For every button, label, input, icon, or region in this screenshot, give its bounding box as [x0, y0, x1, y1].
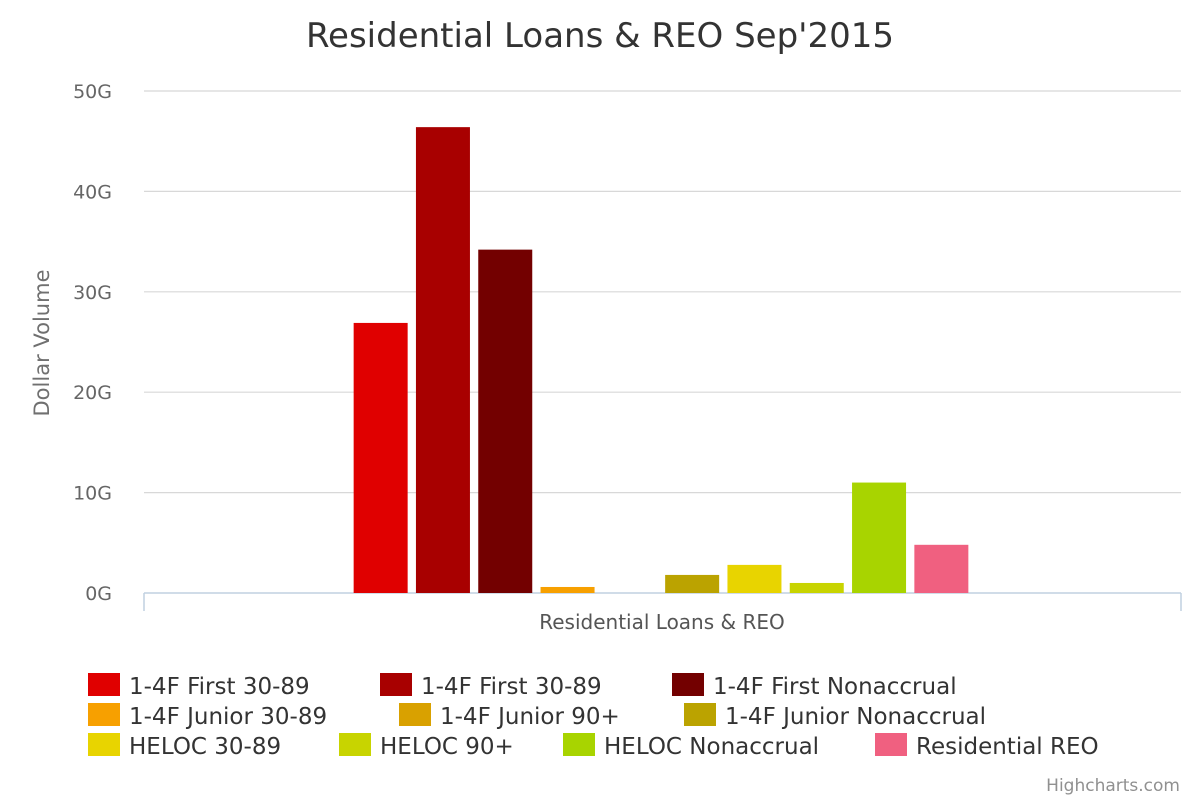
legend-label: 1-4F Junior 90+ — [440, 704, 620, 730]
y-tick-label: 0G — [85, 583, 112, 605]
y-tick-label: 40G — [73, 181, 112, 203]
legend-item[interactable]: HELOC Nonaccrual — [563, 733, 819, 760]
legend-item[interactable]: 1-4F First 30-89 — [88, 673, 310, 700]
legend-item[interactable]: Residential REO — [875, 733, 1099, 760]
legend-swatch — [88, 703, 120, 726]
legend-label: 1-4F Junior Nonaccrual — [725, 704, 986, 730]
bar[interactable] — [415, 127, 470, 594]
legend-swatch — [684, 703, 716, 726]
legend-swatch — [339, 733, 371, 756]
legend-label: HELOC 30-89 — [129, 734, 281, 760]
legend-item[interactable]: HELOC 30-89 — [88, 733, 281, 760]
legend-item[interactable]: 1-4F First 30-89 — [380, 673, 602, 700]
bar[interactable] — [852, 482, 907, 593]
legend: 1-4F First 30-89 1-4F First 30-89 1-4F Fir… — [88, 673, 1099, 760]
y-tick-label: 10G — [73, 483, 112, 505]
y-tick-label: 30G — [73, 282, 112, 304]
legend-item[interactable]: HELOC 90+ — [339, 733, 514, 760]
gridlines — [144, 90, 1181, 494]
legend-label: 1-4F First 30-89 — [421, 674, 602, 700]
legend-item[interactable]: 1-4F Junior 30-89 — [88, 703, 327, 730]
bar[interactable] — [353, 322, 408, 593]
legend-swatch — [88, 733, 120, 756]
credits-link[interactable]: Highcharts.com — [1046, 776, 1180, 796]
legend-item[interactable]: 1-4F Junior Nonaccrual — [684, 703, 986, 730]
bar[interactable] — [540, 586, 595, 593]
legend-swatch — [380, 673, 412, 696]
bar[interactable] — [478, 249, 533, 593]
y-axis-title: Dollar Volume — [30, 270, 54, 417]
legend-label: 1-4F Junior 30-89 — [129, 704, 327, 730]
legend-swatch — [563, 733, 595, 756]
category-label: Residential Loans & REO — [539, 610, 785, 634]
bar[interactable] — [665, 574, 720, 593]
legend-label: 1-4F First Nonaccrual — [713, 674, 957, 700]
bar[interactable] — [727, 564, 782, 593]
chart-title: Residential Loans & REO Sep'2015 — [306, 16, 894, 56]
legend-item[interactable]: 1-4F First Nonaccrual — [672, 673, 957, 700]
bars — [353, 127, 969, 594]
legend-swatch — [399, 703, 431, 726]
y-tick-label: 20G — [73, 382, 112, 404]
bar[interactable] — [914, 544, 969, 593]
legend-swatch — [88, 673, 120, 696]
legend-swatch — [672, 673, 704, 696]
legend-swatch — [875, 733, 907, 756]
legend-item[interactable]: 1-4F Junior 90+ — [399, 703, 620, 730]
legend-label: HELOC Nonaccrual — [604, 734, 819, 760]
bar[interactable] — [789, 582, 844, 593]
legend-label: Residential REO — [916, 734, 1099, 760]
legend-label: HELOC 90+ — [380, 734, 514, 760]
y-tick-label: 50G — [73, 81, 112, 103]
legend-label: 1-4F First 30-89 — [129, 674, 310, 700]
y-axis-ticks: 0G 10G 20G 30G 40G 50G — [73, 81, 112, 605]
